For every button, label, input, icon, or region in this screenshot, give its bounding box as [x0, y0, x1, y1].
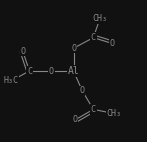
Text: C: C [27, 66, 32, 76]
Text: C: C [91, 105, 96, 114]
Text: O: O [72, 115, 77, 125]
Text: C: C [91, 33, 96, 42]
Text: O: O [20, 47, 25, 56]
Text: CH₃: CH₃ [106, 109, 121, 118]
Text: H₃C: H₃C [4, 76, 19, 85]
Text: O: O [80, 86, 85, 95]
Text: CH₃: CH₃ [92, 14, 107, 23]
Text: Al: Al [68, 66, 79, 76]
Text: O: O [109, 39, 114, 48]
Text: O: O [71, 44, 76, 53]
Text: O: O [49, 66, 54, 76]
